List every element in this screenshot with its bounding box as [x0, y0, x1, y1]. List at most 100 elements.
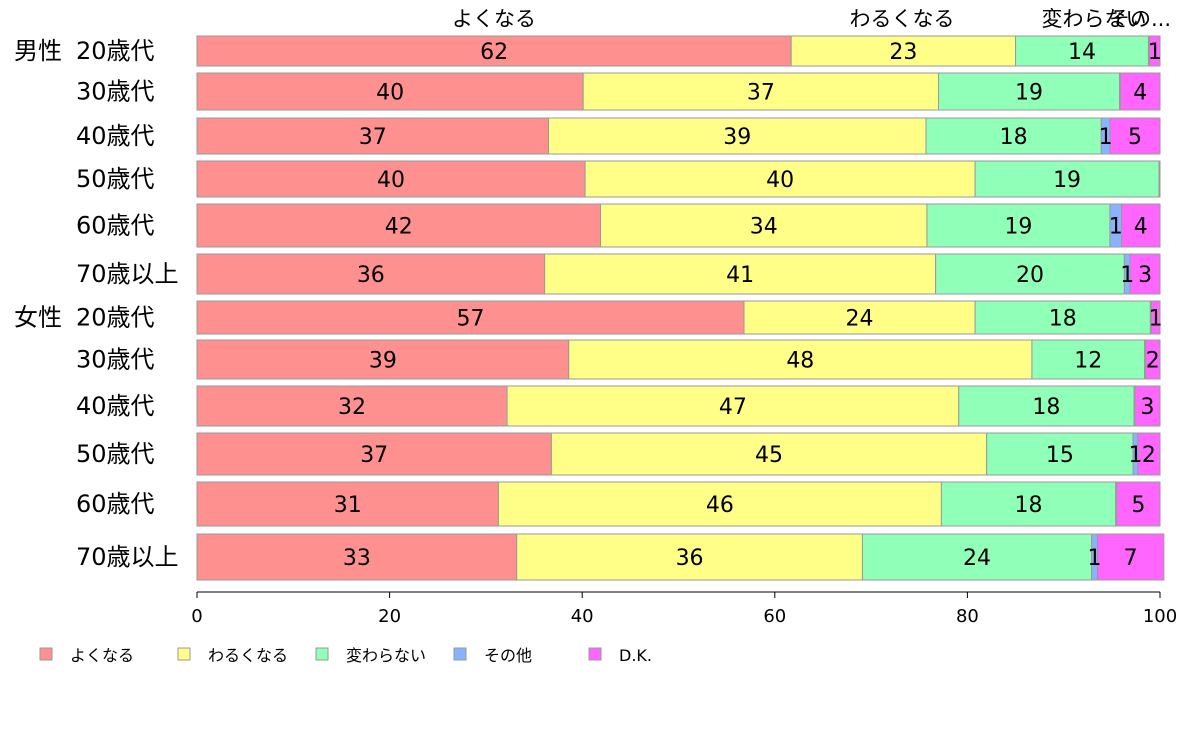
legend-label: よくなる	[70, 646, 134, 665]
bar-segment	[1137, 432, 1161, 476]
data-label: 47	[719, 395, 747, 420]
x-tick-label: 100	[1143, 606, 1177, 627]
legend-swatch	[315, 647, 329, 661]
data-label: 5	[1131, 493, 1145, 518]
legend-label: D.K.	[619, 646, 652, 665]
data-label: 57	[456, 307, 484, 332]
data-label: 4	[1134, 215, 1148, 240]
category-label: 50歳代	[76, 165, 155, 193]
bar-segment	[861, 533, 1093, 581]
legend: よくなる わるくなる 変わらない その他 D.K.	[39, 646, 652, 665]
bar-segment	[1148, 35, 1161, 67]
bar-segment	[974, 160, 1160, 198]
data-label: 40	[377, 168, 405, 193]
x-tick-label: 60	[763, 606, 786, 627]
bar-segment	[1116, 481, 1161, 527]
bar-segment	[196, 253, 546, 295]
legend-swatch	[453, 647, 467, 661]
bar-segment	[568, 339, 1033, 380]
category-label: 30歳代	[76, 346, 155, 374]
data-label: 40	[376, 81, 404, 106]
bar-segment	[1109, 117, 1161, 155]
bar-segment	[584, 160, 976, 198]
top-label: その...	[1109, 7, 1171, 31]
top-label: わるくなる	[850, 7, 955, 31]
data-label: 1	[1148, 40, 1162, 65]
x-tick-label: 0	[191, 606, 202, 627]
group-label: 男性	[14, 37, 62, 65]
data-label: 37	[359, 125, 387, 150]
data-label: 1	[1109, 215, 1123, 240]
data-label: 20	[1016, 263, 1044, 288]
legend-label: その他	[484, 646, 532, 665]
bar-segment	[196, 432, 552, 476]
bar-segment	[974, 300, 1151, 335]
data-label: 24	[846, 307, 874, 332]
data-label: 7	[1124, 546, 1138, 571]
data-label: 4	[1133, 81, 1147, 106]
data-label: 2	[1146, 349, 1160, 374]
bar-segment	[516, 533, 863, 581]
bar-segment	[196, 35, 792, 67]
bar-segment	[196, 203, 601, 248]
data-label: 19	[1004, 215, 1032, 240]
data-label: 36	[676, 546, 704, 571]
data-label: 39	[369, 349, 397, 374]
data-label: 1	[1099, 125, 1113, 150]
data-label: 3	[1140, 395, 1154, 420]
x-tick-label: 20	[378, 606, 401, 627]
bar-segment	[986, 432, 1134, 476]
data-label: 62	[480, 40, 508, 65]
bar-segment	[790, 35, 1017, 67]
data-label: 37	[747, 81, 775, 106]
bar-segment	[958, 385, 1135, 427]
bar-segment	[743, 300, 976, 335]
data-label: 12	[1074, 349, 1102, 374]
data-label: 23	[889, 40, 917, 65]
bar-segment	[1158, 160, 1161, 198]
data-label: 19	[1053, 168, 1081, 193]
bar-segment	[1129, 253, 1161, 295]
bar-segment	[544, 253, 937, 295]
bar-segment	[196, 481, 499, 527]
bar-segment	[196, 385, 508, 427]
top-label: よくなる	[452, 7, 536, 31]
category-label: 30歳代	[76, 78, 155, 106]
data-label: 31	[334, 493, 362, 518]
bar-segment	[1150, 300, 1161, 335]
category-label: 70歳以上	[76, 543, 179, 571]
data-label: 39	[723, 125, 751, 150]
category-label: 40歳代	[76, 122, 155, 150]
category-label: 20歳代	[76, 37, 155, 65]
data-label: 2	[1142, 443, 1156, 468]
data-label: 19	[1015, 81, 1043, 106]
bar-segment	[1134, 385, 1161, 427]
bars	[196, 35, 1165, 581]
bar-segment	[506, 385, 960, 427]
bar-segment	[1096, 533, 1165, 581]
bar-segment	[196, 160, 586, 198]
bar-segment	[196, 117, 549, 155]
bar-segment	[1145, 339, 1161, 380]
data-label: 5	[1128, 125, 1142, 150]
bar-segment	[196, 339, 570, 380]
bar-segment	[1120, 203, 1161, 248]
x-tick-label: 40	[571, 606, 594, 627]
category-label: 70歳以上	[76, 260, 179, 288]
data-label: 45	[755, 443, 783, 468]
bar-segment	[582, 72, 940, 111]
top-labels: よくなる わるくなる 変わらないその...	[452, 7, 1171, 31]
category-label: 40歳代	[76, 392, 155, 420]
category-label: 60歳代	[76, 212, 155, 240]
category-label: 60歳代	[76, 490, 155, 518]
group-label: 女性	[14, 304, 62, 332]
bar-segment	[938, 72, 1121, 111]
legend-swatch	[588, 647, 602, 661]
data-label: 42	[385, 215, 413, 240]
top-label: 変わらない	[1042, 7, 1147, 31]
bar-segment	[1120, 72, 1161, 111]
data-label: 32	[338, 395, 366, 420]
bar-segment	[497, 481, 942, 527]
